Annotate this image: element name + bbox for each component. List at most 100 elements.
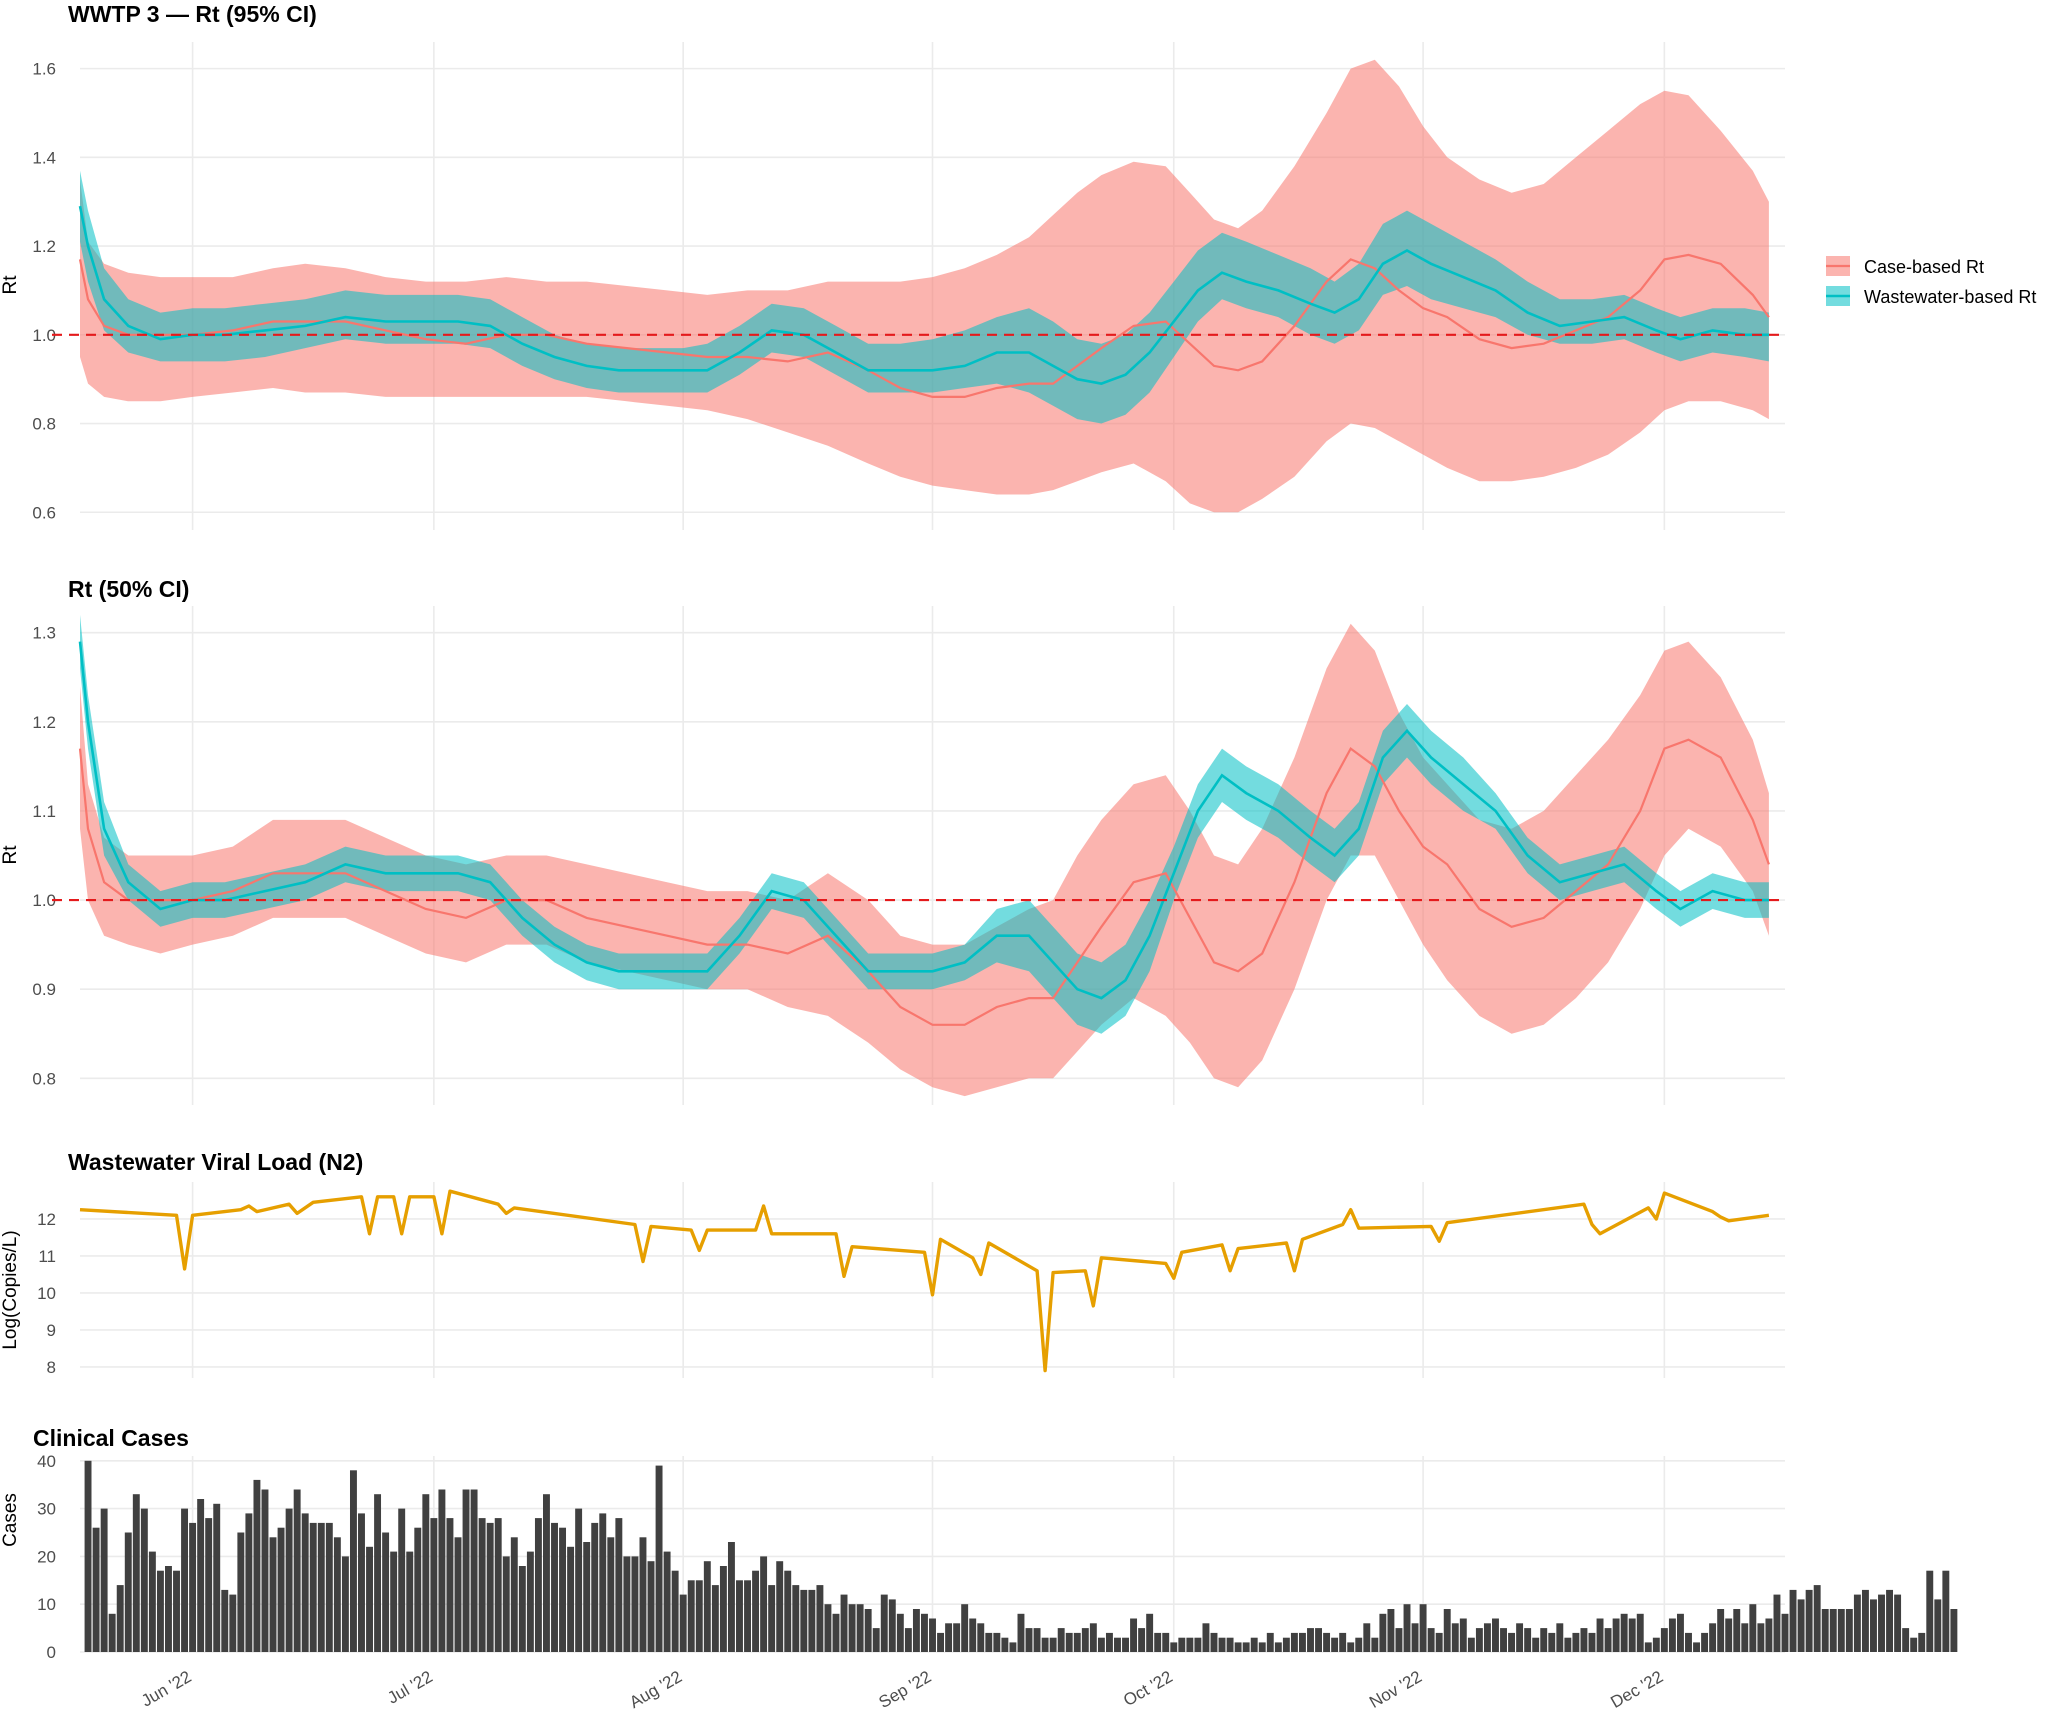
case-bar [953,1623,961,1652]
case-bar [414,1527,422,1652]
case-bar [205,1518,213,1652]
rt95-wastewater-line [78,205,1769,385]
case-bar [422,1494,430,1652]
case-bar [140,1508,148,1652]
case-bar [1725,1618,1733,1652]
case-bar [929,1618,936,1652]
case-bar [317,1522,325,1652]
case-bar [792,1585,800,1652]
case-bar [1821,1609,1829,1652]
rt95-wastewater-band [80,170,1769,424]
case-bar [856,1604,864,1652]
case-bar [1556,1623,1564,1652]
case-bar [1797,1599,1805,1652]
case-bar [341,1556,349,1652]
case-bar [374,1494,382,1652]
case-bar [1733,1609,1741,1652]
case-bar [631,1556,639,1652]
case-bar [1298,1632,1306,1652]
case-bar [1363,1623,1371,1652]
case-bar [1580,1628,1588,1652]
case-bar [937,1632,944,1652]
cases-ytick-label-0: 0 [47,1643,56,1662]
panel-rt-95ci: WWTP 3 — Rt (95% CI) Rt 0.6 0.8 1.0 1.2 1.4 1… [0,1,1785,530]
case-bar [1741,1623,1749,1652]
case-bar [406,1551,414,1652]
case-bar [736,1580,743,1652]
legend-label-case: Case-based Rt [1864,257,1984,277]
rt95-ytick-label-3: 1.2 [32,237,56,256]
case-bar [1138,1628,1146,1652]
case-bar [1676,1613,1684,1652]
case-bar [1910,1637,1918,1652]
case-bar [567,1546,575,1652]
panel-title-rt50: Rt (50% CI) [68,576,189,602]
case-bar [1604,1628,1612,1652]
case-bar [92,1527,100,1652]
case-bar [1845,1609,1853,1652]
case-bar [1033,1628,1041,1652]
cases-ytick-label-4: 40 [37,1452,56,1471]
case-bar [349,1470,357,1652]
case-bar [784,1570,792,1652]
rt95-case-line [78,253,1770,398]
case-bar [1492,1618,1499,1652]
case-bar [148,1551,156,1652]
case-bar [277,1527,285,1652]
case-bar [1942,1570,1950,1652]
case-bar [502,1556,510,1652]
panel-viral-load: Wastewater Viral Load (N2) Log(Copies/L)… [0,1149,1785,1378]
case-bar [462,1489,470,1652]
case-bar [1130,1618,1138,1652]
case-bar [1186,1637,1194,1652]
case-bar [1411,1623,1419,1652]
case-bar [84,1460,92,1652]
case-bar [1516,1623,1524,1652]
case-bar [1009,1642,1017,1652]
case-bar [1749,1604,1757,1652]
case-bar [1870,1599,1877,1652]
case-bar [615,1518,623,1652]
case-bar [1894,1594,1902,1652]
case-bar [1387,1609,1395,1652]
case-bar [543,1494,550,1652]
case-bar [1564,1637,1572,1652]
case-bar [832,1613,840,1652]
case-bar [607,1537,615,1652]
case-bar [1612,1618,1620,1652]
case-bar [1097,1637,1105,1652]
case-bar [1057,1628,1065,1652]
rt95-ytick-label-2: 1.0 [32,326,56,345]
case-bar [808,1589,816,1652]
rt50-ytick-label-0: 0.8 [32,1069,56,1088]
cases-ytick-label-3: 30 [37,1500,56,1519]
case-bar [1765,1618,1773,1652]
rt50-ytick-label-3: 1.1 [32,802,56,821]
case-bar [454,1537,462,1652]
case-bar [1355,1637,1363,1652]
case-bar [1282,1637,1290,1652]
rt50-ytick-label-2: 1.0 [32,891,56,910]
case-bar [623,1556,631,1652]
case-bar [1347,1642,1355,1652]
case-bar [325,1522,333,1652]
case-bar [921,1613,928,1652]
case-bar [671,1570,679,1652]
cases-ytick-label-2: 20 [37,1547,56,1566]
rt50-case-band [80,623,1769,1097]
case-bar [840,1594,848,1652]
rt50-ytick-label-5: 1.3 [32,624,56,643]
rt95-ytick-label-4: 1.4 [32,148,56,167]
case-bar [1226,1637,1234,1652]
case-bar [1668,1618,1676,1652]
case-bar [1805,1589,1813,1652]
case-bar [1146,1613,1154,1652]
x-tick-label-4: Oct '22 [1120,1667,1176,1710]
panel-clinical-cases: Clinical Cases Cases 0 10 20 30 40 Jun '22 Jul… [0,1425,1958,1712]
case-bar [583,1542,591,1652]
case-bar [961,1604,969,1652]
case-bar [1500,1628,1507,1652]
case-bar [1210,1632,1218,1652]
case-bar [1693,1642,1700,1652]
